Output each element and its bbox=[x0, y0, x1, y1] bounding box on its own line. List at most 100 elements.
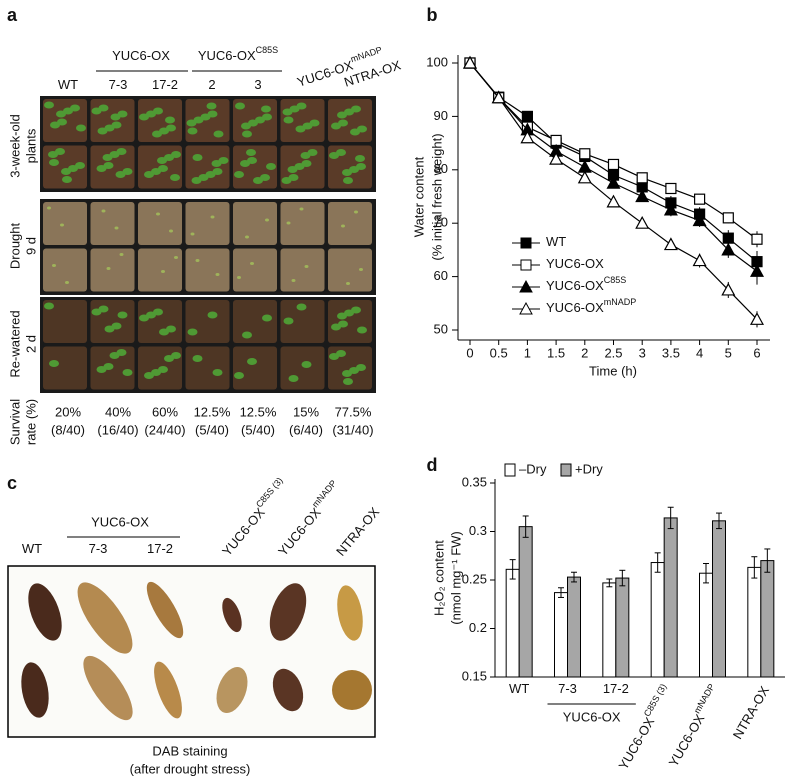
group-label-main: YUC6-OX bbox=[112, 48, 170, 63]
y-tick-label: 0.25 bbox=[462, 571, 487, 586]
seedling bbox=[346, 282, 350, 285]
seedling bbox=[211, 160, 222, 167]
y-tick-label: 0.3 bbox=[469, 523, 487, 538]
seedling bbox=[191, 177, 202, 184]
pot bbox=[233, 248, 277, 292]
seedling bbox=[262, 314, 272, 322]
leaf bbox=[272, 668, 304, 712]
pot bbox=[138, 300, 182, 343]
column-label: 2 bbox=[208, 77, 215, 92]
marker bbox=[722, 212, 734, 224]
column-label-main: WT bbox=[58, 77, 78, 92]
legend-label: YUC6-OXC85S bbox=[546, 275, 626, 293]
bar bbox=[712, 520, 726, 678]
panel-letter: a bbox=[7, 5, 18, 25]
survival-rate: 12.5% bbox=[240, 404, 277, 419]
pot bbox=[43, 346, 87, 390]
y-tick-label: 60 bbox=[434, 268, 448, 283]
caption: DAB staining bbox=[152, 743, 227, 758]
pot bbox=[280, 300, 325, 343]
legend-label-main: YUC6-OX bbox=[546, 256, 604, 271]
group-label: YUC6-OX bbox=[112, 48, 170, 63]
pot bbox=[185, 346, 230, 390]
leaf bbox=[337, 585, 363, 641]
seedling bbox=[109, 352, 120, 359]
legend-label-main: YUC6-OX bbox=[546, 278, 604, 293]
legend-label: –Dry bbox=[519, 461, 547, 476]
seedling bbox=[331, 323, 341, 331]
legend-label: +Dry bbox=[575, 461, 603, 476]
marker bbox=[721, 282, 736, 296]
x-tick-label-main: WT bbox=[509, 681, 529, 696]
seedling bbox=[91, 107, 102, 115]
pot bbox=[328, 99, 372, 142]
leaf bbox=[21, 662, 49, 718]
legend-swatch bbox=[560, 463, 572, 477]
seedling bbox=[144, 372, 154, 379]
x-tick-label: 3 bbox=[639, 345, 646, 360]
seedling bbox=[206, 102, 217, 110]
pot bbox=[328, 248, 372, 292]
seedling bbox=[355, 155, 365, 162]
pot bbox=[90, 202, 135, 245]
seedling bbox=[359, 268, 363, 271]
marker bbox=[693, 193, 706, 205]
bar bbox=[602, 582, 617, 678]
pot bbox=[138, 248, 182, 292]
marker bbox=[606, 175, 621, 189]
seedling bbox=[329, 152, 339, 159]
seedling bbox=[212, 369, 223, 376]
seedling bbox=[170, 174, 180, 181]
seedling bbox=[241, 122, 251, 130]
leaf bbox=[154, 661, 182, 719]
seedling bbox=[101, 209, 106, 213]
seedling bbox=[139, 314, 149, 322]
pot bbox=[280, 346, 325, 390]
leaf bbox=[83, 655, 133, 721]
survival-rate: (24/40) bbox=[144, 422, 185, 437]
seedling bbox=[97, 127, 108, 135]
y-axis-label: Water content bbox=[411, 156, 426, 237]
panel-letter: d bbox=[427, 455, 438, 475]
seedling bbox=[192, 154, 203, 161]
seedling bbox=[115, 171, 126, 178]
x-tick-label: 1 bbox=[524, 345, 531, 360]
legend-marker bbox=[519, 301, 533, 315]
marker bbox=[749, 312, 765, 325]
bar bbox=[760, 560, 775, 678]
seedling bbox=[213, 130, 224, 138]
bar bbox=[554, 592, 568, 678]
marker bbox=[721, 242, 736, 256]
seedling bbox=[246, 149, 256, 156]
bar bbox=[505, 568, 520, 678]
marker bbox=[663, 202, 678, 216]
seedling bbox=[286, 221, 291, 225]
column-label-main: 17-2 bbox=[147, 541, 173, 556]
survival-rate: (5/40) bbox=[195, 422, 229, 437]
legend-label-main: WT bbox=[546, 234, 566, 249]
seedling bbox=[341, 224, 345, 228]
bar bbox=[747, 566, 762, 678]
row-label: 3-week-old bbox=[7, 114, 22, 178]
pot bbox=[43, 202, 87, 245]
seedling bbox=[343, 378, 353, 385]
seedling bbox=[235, 102, 245, 110]
leaf bbox=[146, 581, 184, 639]
survival-rate: 15% bbox=[293, 404, 319, 419]
seedling bbox=[240, 160, 250, 167]
seedling bbox=[96, 165, 107, 172]
seedling bbox=[110, 113, 121, 121]
row-label: plants bbox=[23, 128, 38, 163]
x-tick-label: 6 bbox=[753, 345, 760, 360]
marker bbox=[549, 151, 564, 165]
seedling bbox=[52, 264, 56, 267]
photo-frame bbox=[7, 565, 376, 738]
x-tick-label: 7-3 bbox=[558, 681, 577, 696]
pot bbox=[280, 202, 325, 245]
seedling bbox=[350, 128, 360, 136]
y-tick-label: 0.35 bbox=[462, 474, 487, 489]
legend-marker bbox=[520, 259, 532, 271]
marker bbox=[491, 90, 506, 104]
leaf bbox=[28, 583, 62, 641]
seedling bbox=[282, 108, 293, 116]
